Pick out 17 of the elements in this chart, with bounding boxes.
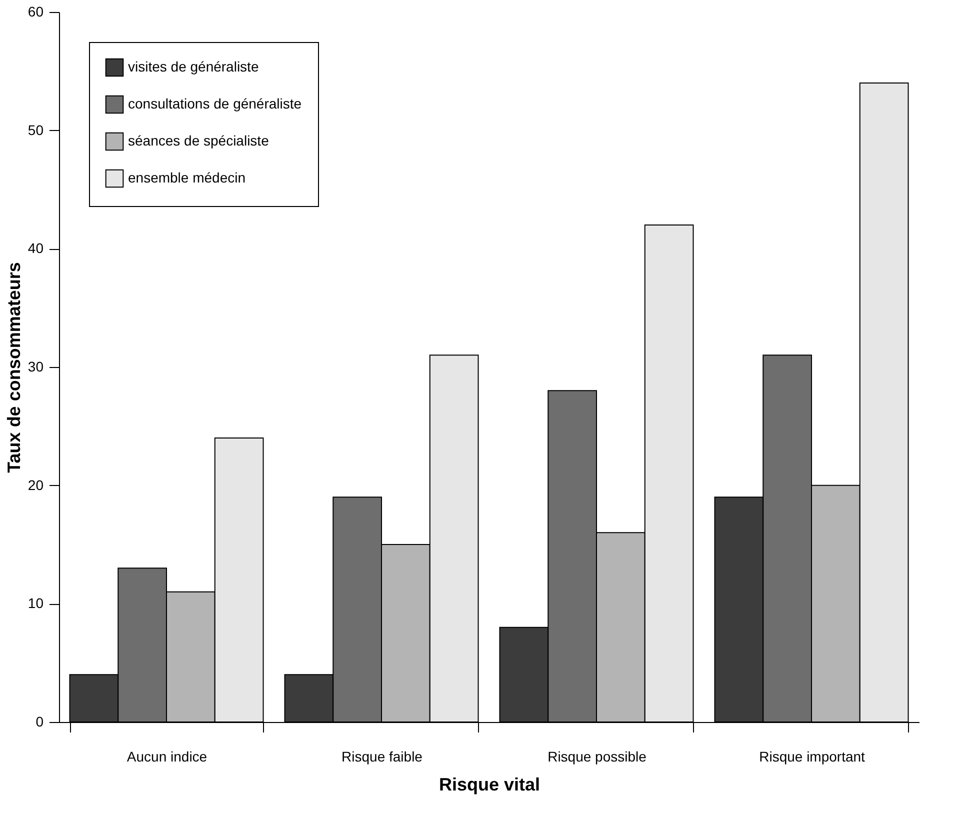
x-tick-label: Risque faible bbox=[342, 748, 423, 764]
y-tick-label: 20 bbox=[28, 476, 44, 493]
y-tick-label: 60 bbox=[28, 4, 44, 20]
y-tick-label: 40 bbox=[28, 240, 44, 256]
y-tick-label: 30 bbox=[28, 358, 44, 374]
x-tick-label: Aucun indice bbox=[126, 748, 208, 764]
y-tick-label: 50 bbox=[28, 122, 44, 138]
y-tick-label: 0 bbox=[36, 714, 44, 730]
legend-label: consultations de généraliste bbox=[128, 96, 302, 112]
legend-label: visites de généraliste bbox=[128, 58, 259, 74]
x-tick-label: Risque important bbox=[759, 748, 866, 764]
x-tick-label: Risque possible bbox=[548, 748, 647, 764]
y-axis-title: Taux de consommateurs bbox=[4, 262, 24, 473]
legend-label: ensemble médecin bbox=[128, 170, 246, 186]
y-tick-label: 10 bbox=[28, 595, 44, 612]
legend-label: séances de spécialiste bbox=[128, 132, 270, 148]
x-axis-title: Risque vital bbox=[438, 774, 540, 794]
